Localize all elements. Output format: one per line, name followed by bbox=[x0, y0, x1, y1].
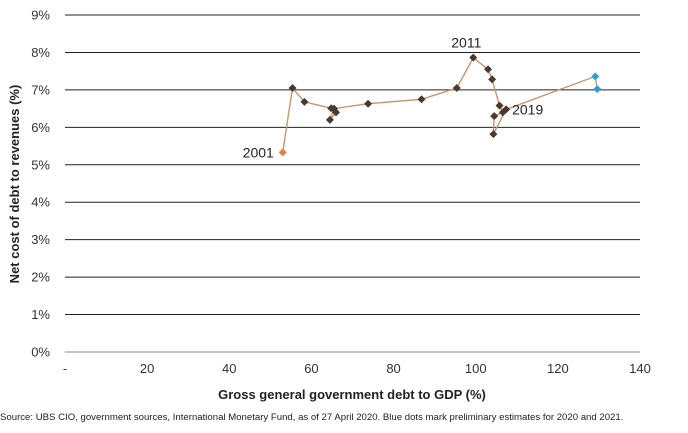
source-note: Source: UBS CIO, government sources, Int… bbox=[0, 412, 624, 423]
x-tick-label: 140 bbox=[629, 361, 651, 376]
y-axis-title: Net cost of debt to revenues (%) bbox=[7, 85, 22, 284]
y-tick-label: 4% bbox=[31, 195, 50, 210]
data-points bbox=[278, 53, 602, 157]
y-tick-label: 1% bbox=[31, 307, 50, 322]
data-point-actual bbox=[502, 105, 511, 114]
data-point-actual bbox=[484, 65, 493, 74]
annotations: 2001 2011 2019 bbox=[243, 35, 544, 161]
y-tick-label: 5% bbox=[31, 157, 50, 172]
scatter-chart: 0%1%2%3%4%5%6%7%8%9% -20 40 60 80 100 120 140 … bbox=[7, 8, 651, 403]
data-point-estimate bbox=[593, 85, 602, 94]
y-tick-label: 2% bbox=[31, 270, 50, 285]
x-tick-label: - bbox=[63, 361, 67, 376]
series-line bbox=[282, 56, 598, 153]
y-axis-ticks: 0% 1% 2% 3% 4% 5% 6% 7% 8% 9% bbox=[31, 8, 50, 360]
y-tick-label: 9% bbox=[31, 8, 50, 23]
annotation-label: 2019 bbox=[512, 101, 543, 117]
x-tick-label: 40 bbox=[222, 361, 236, 376]
x-axis-title: Gross general government debt to GDP (%) bbox=[218, 387, 486, 402]
data-point-actual bbox=[288, 84, 297, 93]
grid-lines bbox=[65, 14, 640, 353]
y-tick-label: 0% bbox=[31, 345, 50, 360]
y-tick-label: 6% bbox=[31, 120, 50, 135]
x-tick-label: 80 bbox=[386, 361, 400, 376]
x-tick-label: 100 bbox=[465, 361, 487, 376]
y-tick-label: 7% bbox=[31, 82, 50, 97]
data-point-actual bbox=[495, 101, 504, 110]
x-tick-label: 120 bbox=[547, 361, 569, 376]
data-point-actual bbox=[330, 104, 339, 113]
data-point-actual bbox=[469, 53, 478, 62]
data-point-actual bbox=[489, 130, 498, 139]
x-tick-label: 60 bbox=[304, 361, 318, 376]
data-point-actual bbox=[488, 75, 497, 84]
x-tick-label: 20 bbox=[140, 361, 154, 376]
data-point-actual bbox=[452, 84, 461, 93]
data-point-actual bbox=[490, 112, 499, 121]
data-point-start bbox=[278, 148, 287, 157]
annotation-label: 2001 bbox=[243, 144, 274, 160]
y-tick-label: 3% bbox=[31, 232, 50, 247]
x-axis-ticks: - 20 40 60 80 100 120 140 bbox=[63, 361, 651, 376]
y-tick-label: 8% bbox=[31, 45, 50, 60]
data-point-actual bbox=[417, 95, 426, 104]
data-point-actual bbox=[325, 115, 334, 124]
data-point-actual bbox=[364, 99, 373, 108]
annotation-label: 2011 bbox=[451, 35, 481, 51]
data-point-actual bbox=[300, 97, 309, 106]
data-point-estimate bbox=[591, 72, 600, 81]
